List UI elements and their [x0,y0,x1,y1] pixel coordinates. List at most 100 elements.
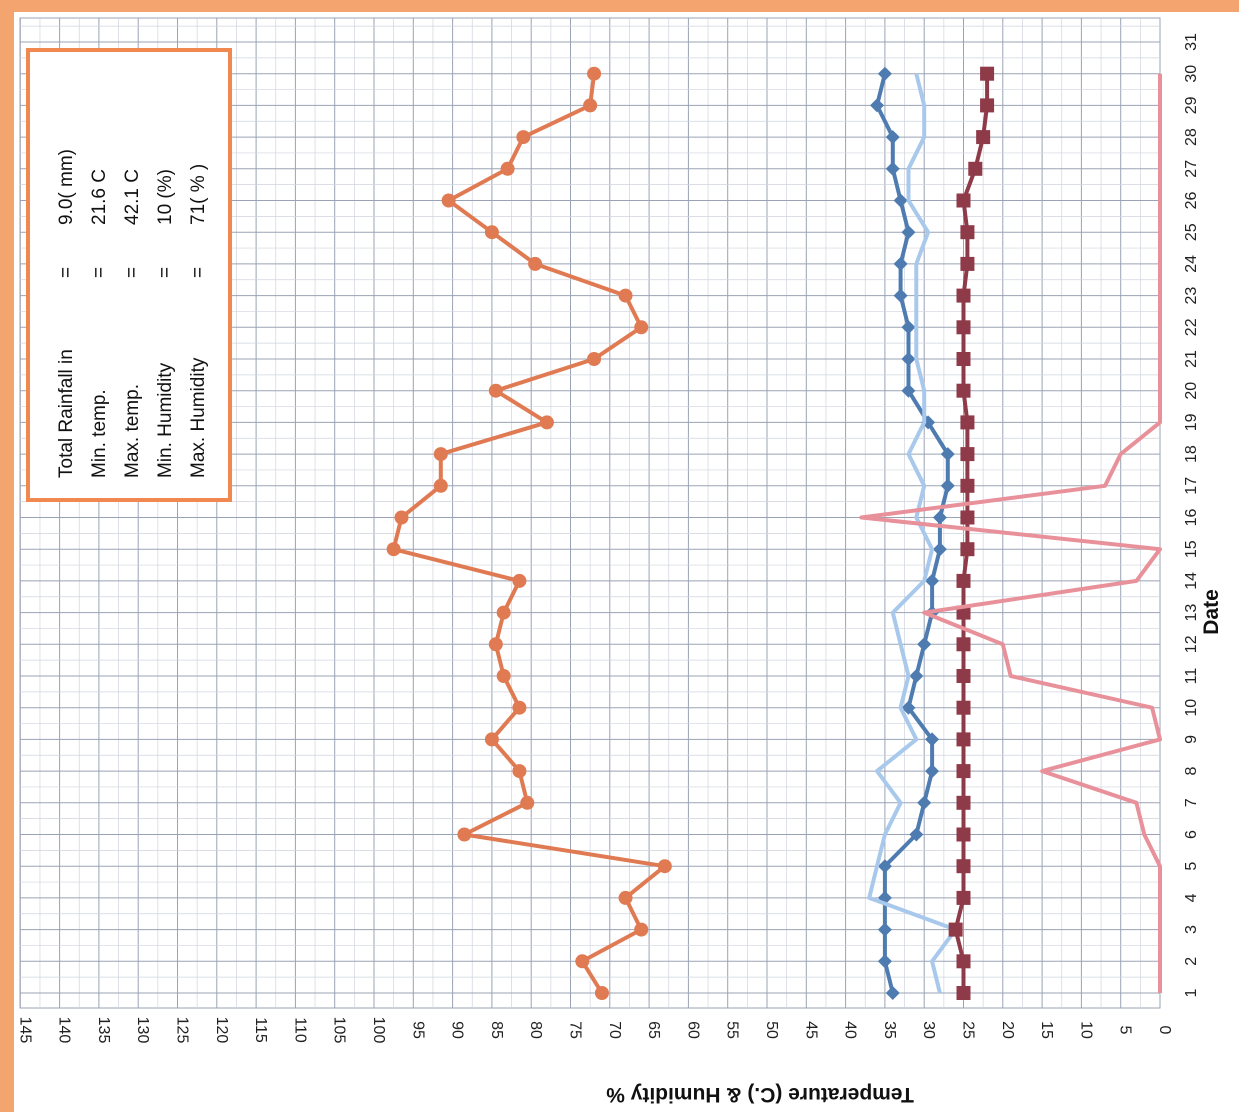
summary-equals: = [188,267,209,278]
value-tick-label: 80 [527,1021,544,1039]
data-point [960,415,975,430]
date-tick-label: 14 [1183,572,1200,590]
data-point [980,98,995,113]
data-point [956,827,971,842]
date-tick-label: 26 [1183,192,1200,210]
value-tick-label: 50 [763,1021,780,1039]
date-tick-label: 4 [1183,893,1200,902]
data-point [885,161,900,176]
data-point [956,573,971,588]
date-tick-label: 23 [1183,287,1200,305]
data-point [587,66,602,81]
data-point [932,510,947,525]
data-point [539,415,554,430]
date-tick-label: 2 [1183,957,1200,966]
date-tick-label: 25 [1183,223,1200,241]
date-tick-label: 18 [1183,445,1200,463]
page-frame-left [0,0,14,1112]
date-tick-label: 20 [1183,382,1200,400]
value-tick-label: 25 [960,1021,977,1039]
data-point [885,130,900,145]
data-point [956,732,971,747]
data-point [583,98,598,113]
summary-value: 10 (%) [155,169,176,225]
value-tick-label: 95 [409,1021,426,1039]
value-tick-label: 135 [95,1017,112,1044]
value-tick-label: 90 [449,1021,466,1039]
data-point [877,66,892,81]
data-point [594,986,609,1000]
data-point [618,890,633,905]
value-tick-label: 20 [999,1021,1016,1039]
data-point [976,130,991,145]
data-point [956,890,971,905]
value-tick-label: 55 [724,1021,741,1039]
summary-value: 9.0( mm) [56,149,77,225]
data-point [500,161,515,176]
date-tick-label: 1 [1183,988,1200,997]
data-point [893,256,908,271]
data-point [433,447,448,462]
data-point [484,732,499,747]
value-axis-title: Temperature (C.) & Humidity % [606,1083,914,1106]
series-1 [386,66,672,1000]
data-point [528,256,543,271]
date-tick-label: 21 [1183,350,1200,368]
value-tick-label: 120 [213,1017,230,1044]
value-tick-label: 110 [291,1017,308,1043]
data-point [893,288,908,303]
value-tick-label: 65 [645,1021,662,1039]
summary-box-border [26,48,232,502]
series-3 [867,73,958,994]
date-axis-title: Date [1200,589,1223,635]
value-tick-label: 75 [567,1021,584,1039]
value-tick-label: 70 [606,1021,623,1039]
summary-equals: = [155,267,176,278]
data-point [956,320,971,335]
date-tick-label: 28 [1183,128,1200,146]
summary-value: 71( % ) [188,164,209,225]
data-point [940,478,955,493]
series-layer [386,66,1162,1000]
data-point [909,827,924,842]
data-point [956,193,971,208]
data-point [901,700,916,715]
data-point [956,352,971,366]
series-line [867,73,958,994]
data-point [968,161,983,176]
series-line [859,73,1162,993]
summary-equals: = [89,267,110,278]
data-point [956,383,971,398]
data-point [925,573,940,588]
date-tick-label: 7 [1183,798,1200,807]
data-point [877,859,892,874]
data-point [512,573,527,588]
date-tick-label: 31 [1183,33,1200,51]
data-point [960,478,975,493]
date-tick-label: 12 [1183,635,1200,653]
data-point [520,795,535,810]
data-point [457,827,472,842]
data-point [634,922,649,937]
data-point [496,669,511,683]
data-point [657,859,672,874]
date-tick-label: 16 [1183,509,1200,527]
value-tick-label: 0 [1156,1026,1173,1035]
date-tick-label: 19 [1183,413,1200,431]
date-axis-tick-labels: 1234567891011121314151617181920212223242… [1183,33,1200,997]
value-tick-label: 40 [842,1021,859,1039]
series-5 [859,73,1162,993]
data-point [618,288,633,303]
data-point [394,510,409,525]
data-point [575,954,590,969]
data-point [901,225,916,240]
data-point [870,98,885,113]
data-point [956,669,971,683]
data-point [901,352,916,366]
date-tick-label: 30 [1183,65,1200,83]
series-line [391,73,667,995]
value-tick-label: 130 [134,1017,151,1044]
summary-label: Total Rainfall in [56,349,77,478]
value-tick-label: 5 [1117,1026,1134,1035]
data-point [516,130,531,145]
